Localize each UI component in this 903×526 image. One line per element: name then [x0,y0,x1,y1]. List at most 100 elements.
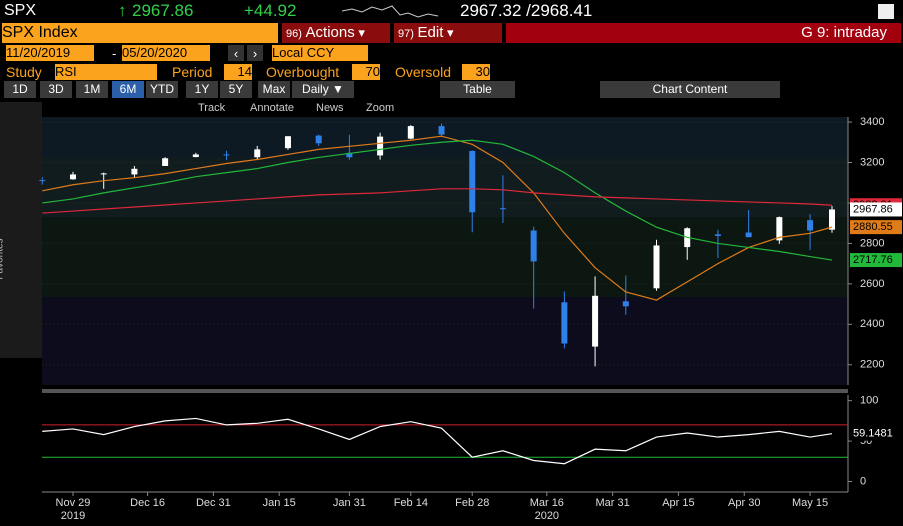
x-tick-label: Feb 28 [455,497,489,509]
candle-body [499,208,506,210]
currency[interactable]: Local CCY [272,45,368,61]
x-tick-label: Mar 31 [596,497,630,509]
sparkline [342,5,439,18]
overbought-label: Overbought [266,64,340,80]
frequency[interactable]: Daily ▼ [292,81,354,98]
candle-body [714,234,721,236]
range-button[interactable]: 6M [112,81,144,98]
x-tick-label: Jan 31 [333,497,366,509]
actions-num: 96) [286,28,302,40]
actions-menu[interactable]: 96) Actions ▾ [282,23,390,43]
candle-body [131,168,138,175]
candle-body [254,149,261,158]
x-tick-label: Nov 29 [56,497,91,509]
period[interactable]: 14 [224,64,252,80]
change: +44.92 [244,1,297,20]
value-tag-label: 2717.76 [853,254,893,266]
period-label: Period [172,64,213,80]
y-tick-label: 3200 [860,156,884,168]
year-label: 2019 [61,510,85,522]
candle-body [592,295,599,347]
year-label: 2020 [535,510,559,522]
chart-content[interactable]: Chart Content [600,81,780,98]
range-button[interactable]: 1M [76,81,108,98]
series-line [42,135,833,301]
candle-body [284,136,291,149]
drawing-toolbar [0,102,42,358]
candle-body [69,174,76,180]
range-button[interactable]: 5Y [220,81,252,98]
candle-body [377,136,384,156]
y-tick-label: 2600 [860,278,884,290]
x-tick-label: Dec 31 [196,497,231,509]
candle-body [223,154,230,156]
candle-body [807,220,814,231]
table-button[interactable]: Table [440,81,515,98]
up-arrow: ↑ [118,1,127,20]
candle-body [438,126,445,135]
candle-body [315,135,322,144]
candle-body [469,150,476,213]
prev[interactable]: ‹ [228,45,244,61]
date-sep: - [112,46,117,61]
value-tag [850,253,902,268]
last-price: 2967.86 [132,1,194,20]
y-tick-label: 100 [860,395,878,407]
candle-body [39,180,46,182]
value-tag-label: 2967.86 [853,203,893,215]
x-tick-label: Apr 15 [662,497,694,509]
bid-ask: 2967.32 /2968.41 [460,1,593,20]
start-date[interactable]: 11/20/2019 [6,45,94,61]
range-button[interactable]: 3D [40,81,72,98]
x-tick-label: Apr 30 [728,497,760,509]
oversold[interactable]: 30 [462,64,490,80]
series-line [42,417,833,465]
overbought[interactable]: 70 [352,64,380,80]
oversold-label: Oversold [395,64,452,80]
x-tick-label: Feb 14 [394,497,428,509]
y-tick-label: 2400 [860,318,884,330]
edit-menu[interactable]: 97) Edit ▾ [394,23,502,43]
candle-body [192,154,199,158]
end-date[interactable]: 05/20/2020 [122,45,210,61]
edit-num: 97) [398,28,414,40]
tool[interactable]: Annotate [250,102,295,114]
range-button[interactable]: 1Y [186,81,218,98]
candle-body [653,245,660,289]
tool[interactable]: News [316,102,344,114]
candle-body [776,217,783,241]
candle-body [561,302,568,344]
candle-body [829,209,835,230]
value-tag [850,426,902,441]
candle-body [162,158,169,166]
export-icon[interactable] [878,4,894,19]
next[interactable]: › [247,45,263,61]
y-tick-label: 0 [860,475,866,487]
page-name: G 9: intraday [506,23,901,43]
value-tag [850,202,902,217]
range-button[interactable]: Max [258,81,290,98]
candle-body [745,232,752,238]
range-button[interactable]: 1D [4,81,36,98]
x-tick-label: Jan 15 [263,497,296,509]
x-tick-label: May 15 [792,497,828,509]
candle-body [407,126,414,139]
x-tick-label: Mar 16 [530,497,564,509]
study[interactable]: RSI [55,64,157,80]
tool[interactable]: Track [198,102,226,114]
actions: Actions [305,24,355,41]
edit: Edit [417,24,444,41]
tool[interactable]: Zoom [366,102,395,114]
candle-body [622,301,629,307]
frequency-text: Daily [302,82,329,96]
candle-body [100,173,107,175]
range-button[interactable]: YTD [146,81,178,98]
value-tag-label: 59.1481 [853,428,893,440]
series-line [42,139,833,261]
series-line [42,188,833,214]
security[interactable]: SPX Index [2,23,278,43]
value-tag [850,220,902,235]
candle-body [346,152,353,158]
